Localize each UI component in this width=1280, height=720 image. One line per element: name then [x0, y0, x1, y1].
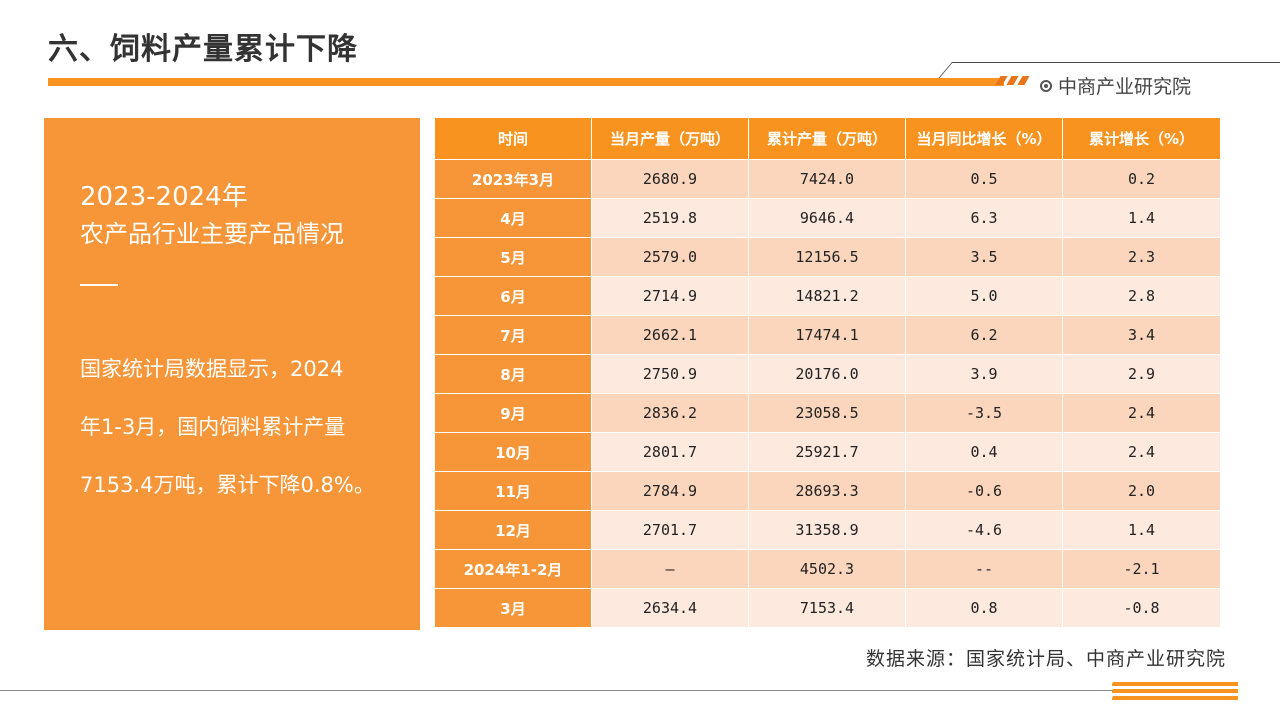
table-row: 9月 2836.2 23058.5 -3.5 2.4 — [435, 394, 1221, 433]
table-cell: 3.5 — [906, 238, 1063, 277]
row-period-cell: 8月 — [435, 355, 592, 394]
column-header: 当月同比增长（%） — [906, 118, 1063, 160]
table-cell: 2680.9 — [592, 160, 749, 199]
table-cell: -3.5 — [906, 394, 1063, 433]
table-cell: 2579.0 — [592, 238, 749, 277]
table-cell: 2714.9 — [592, 277, 749, 316]
footer-stripes — [1112, 680, 1238, 700]
table-row: 10月 2801.7 25921.7 0.4 2.4 — [435, 433, 1221, 472]
table-cell: 5.0 — [906, 277, 1063, 316]
panel-body-line: 国家统计局数据显示，2024 — [80, 357, 344, 381]
header-rule — [952, 62, 1280, 63]
row-period-cell: 6月 — [435, 277, 592, 316]
table-cell: 2.3 — [1063, 238, 1221, 277]
row-period-cell: 2023年3月 — [435, 160, 592, 199]
panel-year: 2023-2024年 — [80, 182, 248, 212]
table-row: 12月 2701.7 31358.9 -4.6 1.4 — [435, 511, 1221, 550]
table-cell: 2.0 — [1063, 472, 1221, 511]
table-row: 2024年1-2月 —4502.3 -- -2.1 — [435, 550, 1221, 589]
table-cell: 0.5 — [906, 160, 1063, 199]
row-period-cell: 7月 — [435, 316, 592, 355]
row-period-cell: 4月 — [435, 199, 592, 238]
summary-panel: 2023-2024年 农产品行业主要产品情况 国家统计局数据显示，2024 年1… — [44, 118, 420, 630]
table-cell: 2.4 — [1063, 433, 1221, 472]
table-row: 4月 2519.8 9646.4 6.3 1.4 — [435, 199, 1221, 238]
row-period-cell: 3月 — [435, 589, 592, 628]
table-cell: 14821.2 — [749, 277, 906, 316]
table-cell: 20176.0 — [749, 355, 906, 394]
panel-body-line: 年1-3月，国内饲料累计产量 — [80, 415, 346, 439]
table-cell: — — [592, 550, 749, 589]
table-cell: 25921.7 — [749, 433, 906, 472]
table-row: 8月 2750.9 20176.0 3.9 2.9 — [435, 355, 1221, 394]
table-cell: 7153.4 — [749, 589, 906, 628]
table-cell: 2662.1 — [592, 316, 749, 355]
table-cell: -2.1 — [1063, 550, 1221, 589]
column-header: 当月产量（万吨） — [592, 118, 749, 160]
table-cell: 1.4 — [1063, 199, 1221, 238]
table-row: 2023年3月 2680.9 7424.0 0.5 0.2 — [435, 160, 1221, 199]
table-cell: 28693.3 — [749, 472, 906, 511]
table-cell: -4.6 — [906, 511, 1063, 550]
table-row: 11月 2784.9 28693.3 -0.6 2.0 — [435, 472, 1221, 511]
table-row: 3月 2634.4 7153.4 0.8 -0.8 — [435, 589, 1221, 628]
table-cell: -0.8 — [1063, 589, 1221, 628]
table-cell: 0.2 — [1063, 160, 1221, 199]
table-cell: 2836.2 — [592, 394, 749, 433]
table-row: 6月 2714.9 14821.2 5.0 2.8 — [435, 277, 1221, 316]
table-cell: 9646.4 — [749, 199, 906, 238]
table-cell: 6.2 — [906, 316, 1063, 355]
table-cell: 6.3 — [906, 199, 1063, 238]
feed-output-table: 时间 当月产量（万吨） 累计产量（万吨） 当月同比增长（%） 累计增长（%） 2… — [435, 118, 1221, 628]
table-cell: 4502.3 — [749, 550, 906, 589]
row-period-cell: 9月 — [435, 394, 592, 433]
table-cell: 2701.7 — [592, 511, 749, 550]
table-cell: 17474.1 — [749, 316, 906, 355]
footer-rule — [0, 690, 1160, 691]
target-icon — [1040, 79, 1052, 92]
column-header: 累计增长（%） — [1063, 118, 1221, 160]
table-cell: 7424.0 — [749, 160, 906, 199]
table-cell: 0.4 — [906, 433, 1063, 472]
panel-divider — [80, 284, 118, 286]
column-header: 时间 — [435, 118, 592, 160]
row-period-cell: 12月 — [435, 511, 592, 550]
table-cell: 2.4 — [1063, 394, 1221, 433]
brand: 中商产业研究院 — [1040, 72, 1191, 99]
page-title: 六、饲料产量累计下降 — [48, 32, 358, 67]
table-cell: 1.4 — [1063, 511, 1221, 550]
panel-body-line: 7153.4万吨，累计下降0.8%。 — [80, 473, 375, 497]
data-source-note: 数据来源：国家统计局、中商产业研究院 — [865, 648, 1226, 670]
header-stripes — [995, 76, 1030, 85]
table-cell: 2801.7 — [592, 433, 749, 472]
row-period-cell: 5月 — [435, 238, 592, 277]
table-cell: 2519.8 — [592, 199, 749, 238]
table-cell: 23058.5 — [749, 394, 906, 433]
brand-name: 中商产业研究院 — [1058, 76, 1192, 98]
table-cell: 2634.4 — [592, 589, 749, 628]
table-cell: 3.4 — [1063, 316, 1221, 355]
table-cell: 0.8 — [906, 589, 1063, 628]
title-underline-bar — [48, 78, 1004, 86]
panel-body: 国家统计局数据显示，2024 年1-3月，国内饲料累计产量 7153.4万吨，累… — [80, 340, 392, 514]
row-period-cell: 10月 — [435, 433, 592, 472]
panel-subtitle: 农产品行业主要产品情况 — [80, 220, 344, 248]
column-header: 累计产量（万吨） — [749, 118, 906, 160]
table-cell: 2.9 — [1063, 355, 1221, 394]
table-cell: 31358.9 — [749, 511, 906, 550]
header-rule-slash — [938, 62, 953, 78]
row-period-cell: 11月 — [435, 472, 592, 511]
row-period-cell: 2024年1-2月 — [435, 550, 592, 589]
table-cell: 2750.9 — [592, 355, 749, 394]
table-cell: 2.8 — [1063, 277, 1221, 316]
table-header-row: 时间 当月产量（万吨） 累计产量（万吨） 当月同比增长（%） 累计增长（%） — [435, 118, 1221, 160]
table-cell: -- — [906, 550, 1063, 589]
table-cell: 2784.9 — [592, 472, 749, 511]
table-row: 7月 2662.1 17474.1 6.2 3.4 — [435, 316, 1221, 355]
table-cell: 3.9 — [906, 355, 1063, 394]
table-cell: -0.6 — [906, 472, 1063, 511]
table-row: 5月 2579.0 12156.5 3.5 2.3 — [435, 238, 1221, 277]
table-cell: 12156.5 — [749, 238, 906, 277]
